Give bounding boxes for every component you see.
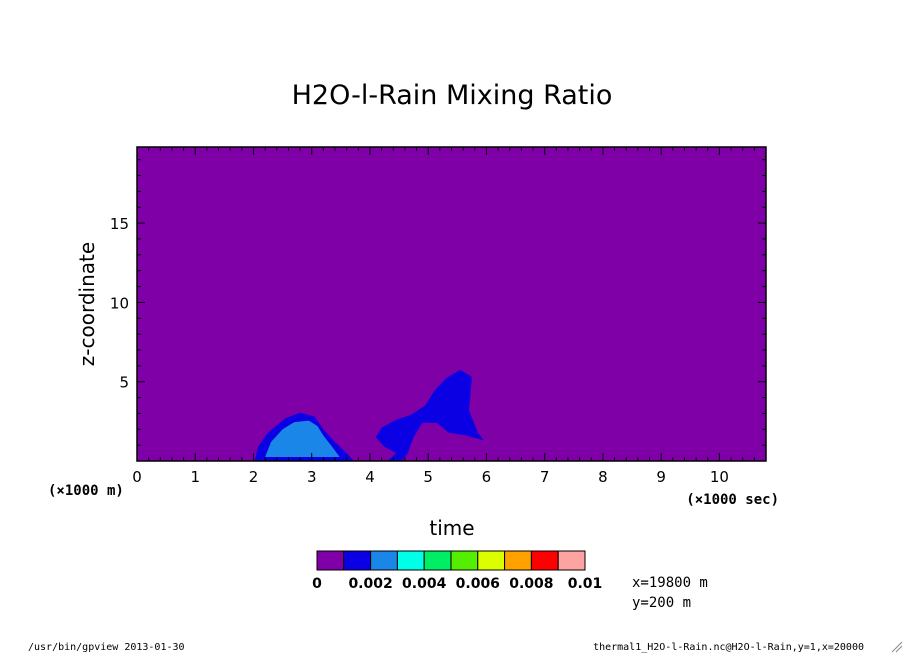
colorbar-cells: [316, 550, 586, 571]
x-tick-label: 4: [365, 468, 375, 486]
colorbar-cell: [530, 550, 559, 571]
colorbar-label: 0.006: [456, 576, 500, 592]
colorbar-cell: [423, 550, 452, 571]
y-axis-label: z-coordinate: [75, 242, 99, 366]
colorbar-cell: [504, 550, 532, 571]
colorbar-label: 0: [312, 576, 322, 592]
colorbar-label: 0.008: [509, 576, 553, 592]
x-tick-label: 6: [482, 468, 492, 486]
colorbar: 0 0.002 0.004 0.006 0.008 0.01: [312, 550, 602, 592]
x-tick-label: 2: [249, 468, 259, 486]
y-tick-label: 15: [110, 215, 129, 233]
y-tick-labels: 5 10 15: [110, 215, 129, 392]
x-tick-label: 10: [710, 468, 729, 486]
colorbar-label: 0.01: [568, 576, 603, 592]
resize-grip-icon[interactable]: [891, 641, 903, 653]
x-tick-label: 9: [656, 468, 666, 486]
y-tick-label: 5: [119, 374, 129, 392]
colorbar-cell: [477, 550, 506, 571]
y-tick-label: 10: [110, 294, 129, 312]
annotation-x: x=19800 m: [632, 575, 708, 591]
footer-left: /usr/bin/gpview 2013-01-30: [28, 642, 185, 653]
x-tick-label: 1: [190, 468, 200, 486]
x-tick-label: 5: [423, 468, 433, 486]
x-tick-label: 7: [540, 468, 550, 486]
annotation-y: y=200 m: [632, 595, 691, 611]
colorbar-cell: [316, 550, 345, 571]
colorbar-label: 0.004: [402, 576, 447, 592]
x-tick-labels: 0 1 2 3 4 5 6 7 8 9 10: [132, 468, 729, 486]
plot-area: 0 1 2 3 4 5 6 7 8 9 10 5 10 15: [110, 146, 767, 486]
chart-title: H2O-l-Rain Mixing Ratio: [292, 80, 613, 111]
x-axis-unit: (×1000 sec): [686, 492, 779, 508]
y-axis-unit: (×1000 m): [48, 483, 124, 499]
colorbar-cell: [450, 550, 479, 571]
colorbar-labels: 0 0.002 0.004 0.006 0.008 0.01: [312, 576, 602, 592]
contour-region-1: [265, 420, 340, 457]
x-tick-label: 8: [598, 468, 608, 486]
x-tick-label: 3: [307, 468, 317, 486]
footer-right: thermal1_H2O-l-Rain.nc@H2O-l-Rain,y=1,x=…: [593, 642, 864, 653]
colorbar-label: 0.002: [348, 576, 392, 592]
colorbar-cell: [396, 550, 425, 571]
colorbar-cell: [557, 550, 586, 571]
colorbar-cell: [343, 550, 372, 571]
contour-regions: [254, 369, 484, 461]
axis-ticks: [136, 147, 767, 462]
x-axis-label: time: [429, 516, 474, 540]
x-tick-label: 0: [132, 468, 142, 486]
colorbar-cell: [370, 550, 398, 571]
contour-region-2: [375, 369, 484, 461]
